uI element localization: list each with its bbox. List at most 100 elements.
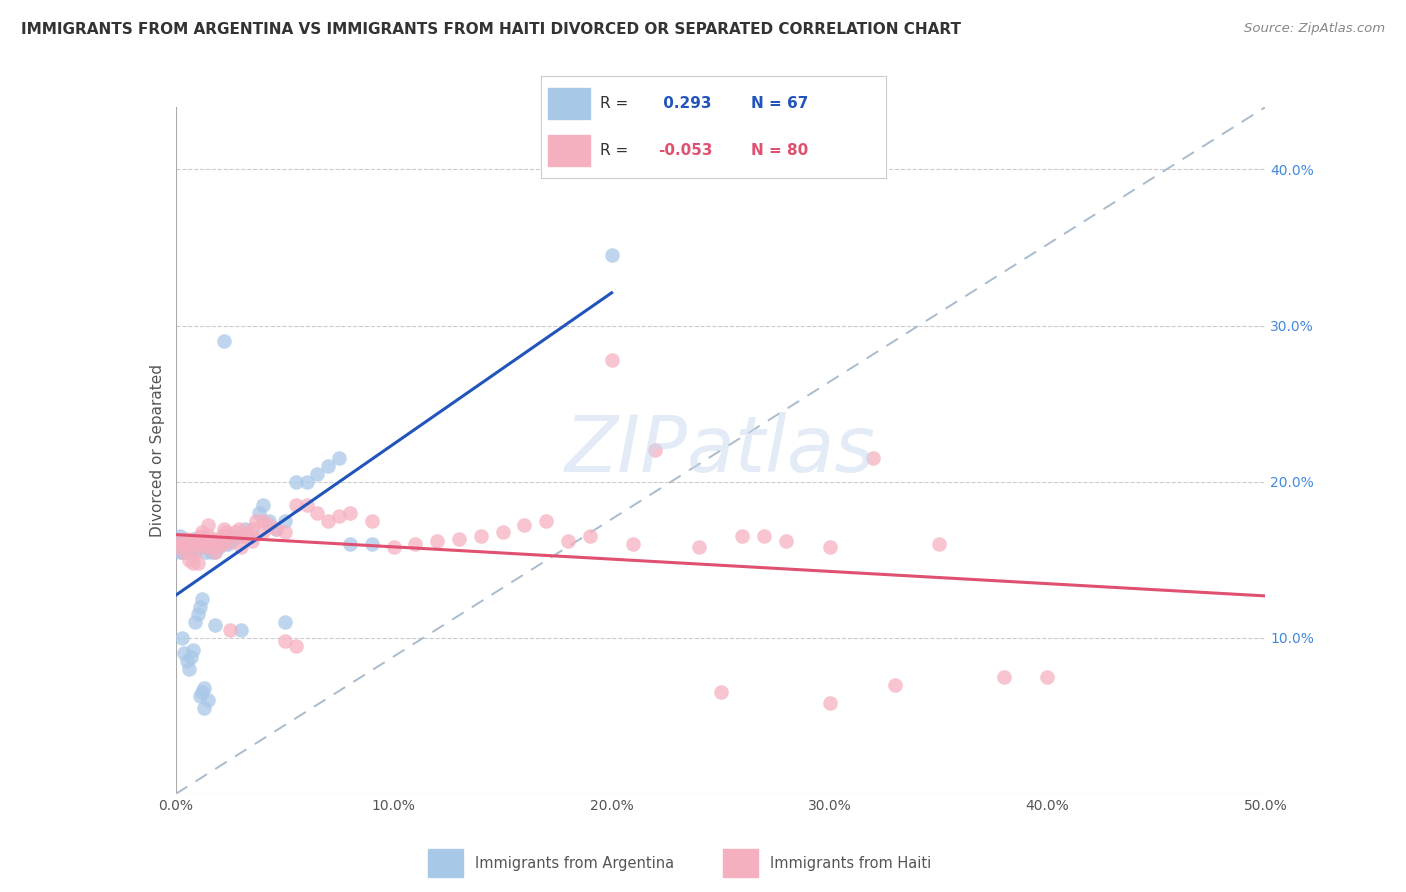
Point bbox=[191, 524, 214, 539]
Point bbox=[557, 533, 579, 548]
Point bbox=[221, 533, 243, 548]
Point bbox=[232, 529, 254, 543]
Point bbox=[184, 545, 207, 559]
Point bbox=[167, 537, 190, 551]
Point bbox=[240, 533, 263, 548]
Point bbox=[205, 537, 228, 551]
Point bbox=[307, 467, 329, 481]
Point bbox=[212, 521, 235, 535]
Point bbox=[201, 533, 224, 547]
Point bbox=[177, 552, 200, 567]
Point bbox=[217, 529, 239, 543]
Point bbox=[259, 514, 281, 528]
Point bbox=[176, 537, 198, 551]
Point bbox=[176, 545, 198, 559]
Point bbox=[224, 524, 246, 539]
Point bbox=[193, 533, 215, 548]
Point bbox=[307, 506, 329, 520]
Point bbox=[621, 537, 644, 551]
Point bbox=[181, 533, 204, 547]
Point bbox=[204, 545, 226, 559]
Point bbox=[204, 540, 226, 554]
Point bbox=[318, 514, 340, 528]
Point bbox=[173, 540, 195, 554]
Point bbox=[284, 475, 307, 489]
Point bbox=[274, 514, 297, 528]
Point bbox=[360, 514, 382, 528]
Point bbox=[186, 533, 209, 548]
Point bbox=[186, 537, 209, 551]
Point bbox=[236, 524, 259, 539]
Point bbox=[219, 623, 242, 637]
Point bbox=[928, 537, 950, 551]
Point bbox=[754, 529, 776, 543]
Point bbox=[173, 646, 195, 660]
Point bbox=[186, 540, 209, 554]
Point bbox=[247, 506, 270, 520]
Point bbox=[181, 556, 204, 570]
Point bbox=[204, 618, 226, 632]
Text: Immigrants from Argentina: Immigrants from Argentina bbox=[475, 855, 673, 871]
Point bbox=[172, 537, 194, 551]
Point bbox=[211, 529, 233, 543]
Text: N = 80: N = 80 bbox=[751, 144, 808, 158]
FancyBboxPatch shape bbox=[723, 849, 758, 877]
Point bbox=[245, 514, 267, 528]
Point bbox=[274, 615, 297, 630]
Point bbox=[818, 696, 841, 710]
Point bbox=[284, 639, 307, 653]
Point bbox=[231, 623, 253, 637]
FancyBboxPatch shape bbox=[427, 849, 463, 877]
Point bbox=[513, 518, 536, 533]
Point bbox=[169, 529, 191, 543]
Point bbox=[181, 540, 204, 554]
Point bbox=[818, 540, 841, 554]
Text: R =: R = bbox=[600, 144, 628, 158]
Point bbox=[328, 451, 350, 466]
Point bbox=[644, 443, 666, 458]
Text: ZIPatlas: ZIPatlas bbox=[565, 412, 876, 489]
Point bbox=[184, 537, 207, 551]
Point bbox=[231, 529, 253, 543]
Point bbox=[710, 685, 733, 699]
Point bbox=[195, 540, 218, 554]
Point bbox=[328, 508, 350, 523]
Point bbox=[201, 540, 224, 554]
Point bbox=[173, 545, 195, 559]
Point bbox=[235, 521, 257, 535]
Point bbox=[180, 537, 202, 551]
Point bbox=[579, 529, 602, 543]
Text: IMMIGRANTS FROM ARGENTINA VS IMMIGRANTS FROM HAITI DIVORCED OR SEPARATED CORRELA: IMMIGRANTS FROM ARGENTINA VS IMMIGRANTS … bbox=[21, 22, 962, 37]
Point bbox=[172, 537, 194, 551]
Point bbox=[193, 681, 215, 695]
Point bbox=[240, 529, 263, 543]
Point bbox=[188, 599, 211, 614]
Point bbox=[176, 533, 198, 547]
Point bbox=[264, 521, 287, 535]
Point bbox=[197, 693, 219, 707]
Point bbox=[731, 529, 754, 543]
Point bbox=[600, 352, 623, 367]
Point bbox=[211, 533, 233, 548]
Point bbox=[200, 537, 222, 551]
Text: Immigrants from Haiti: Immigrants from Haiti bbox=[770, 855, 931, 871]
Point bbox=[993, 670, 1015, 684]
Point bbox=[186, 556, 209, 570]
FancyBboxPatch shape bbox=[548, 88, 589, 119]
Point bbox=[295, 498, 318, 512]
Point bbox=[492, 524, 515, 539]
Point bbox=[172, 545, 194, 559]
Point bbox=[1036, 670, 1059, 684]
Point bbox=[191, 685, 214, 699]
Point bbox=[195, 545, 218, 559]
Point bbox=[212, 533, 235, 547]
Point bbox=[426, 533, 449, 548]
Point bbox=[177, 540, 200, 554]
Point bbox=[215, 524, 238, 539]
Point bbox=[204, 545, 226, 559]
Point bbox=[188, 689, 211, 703]
Point bbox=[212, 537, 235, 551]
Point bbox=[219, 533, 242, 548]
Point bbox=[176, 654, 198, 668]
Text: -0.053: -0.053 bbox=[658, 144, 713, 158]
